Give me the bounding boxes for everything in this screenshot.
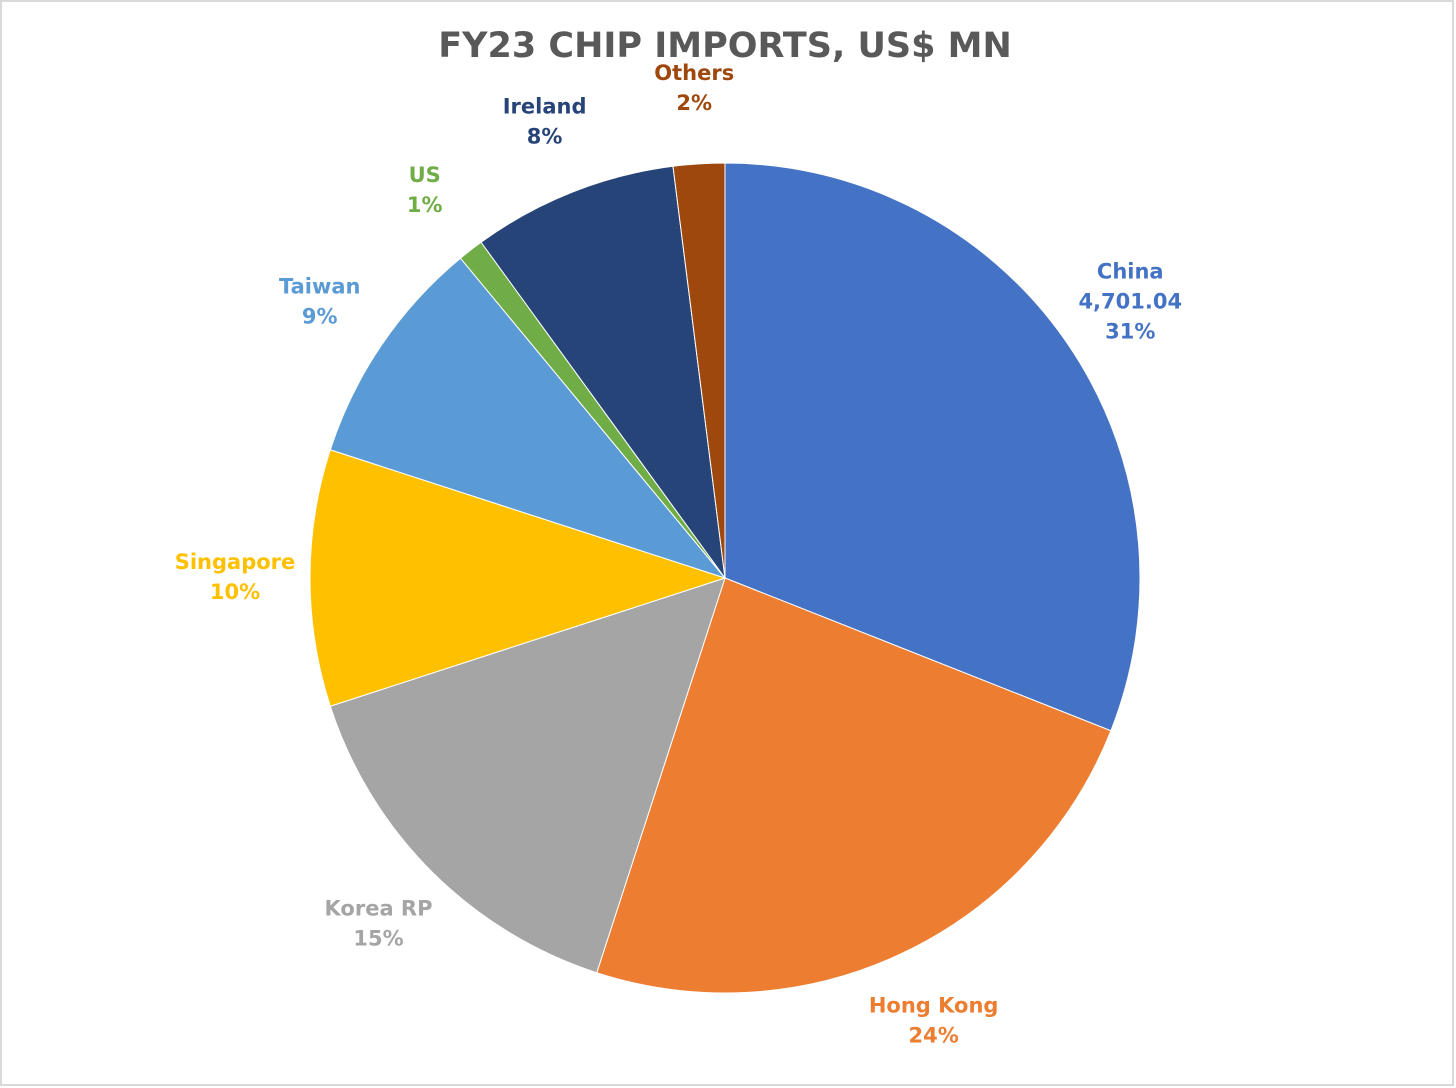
slice-label-percent: 31% bbox=[1105, 320, 1155, 344]
slice-label-percent: 9% bbox=[302, 305, 338, 329]
slice-label-percent: 15% bbox=[353, 926, 403, 950]
pie-slice bbox=[329, 577, 726, 974]
slice-label-percent: 2% bbox=[676, 91, 712, 115]
pie-slice bbox=[672, 162, 726, 579]
slice-label-name: China bbox=[1097, 260, 1164, 284]
pie-slice bbox=[596, 577, 1112, 994]
pie-slice bbox=[329, 257, 727, 580]
slice-label-name: Others bbox=[654, 61, 734, 85]
slice-label-name: Ireland bbox=[503, 94, 587, 118]
slice-label-name: Hong Kong bbox=[869, 993, 999, 1017]
slice-label-name: US bbox=[409, 163, 441, 187]
slice-label-percent: 10% bbox=[210, 580, 260, 604]
slice-label-name: Korea RP bbox=[325, 896, 433, 920]
slice-label-percent: 8% bbox=[527, 124, 563, 148]
pie-slice bbox=[480, 165, 726, 579]
slice-label-percent: 1% bbox=[407, 193, 443, 217]
slice-label-name: Singapore bbox=[175, 550, 296, 574]
slice-label-amount: 4,701.04 bbox=[1078, 290, 1182, 314]
pie-slice bbox=[724, 162, 1141, 732]
slice-label-name: Taiwan bbox=[279, 275, 361, 299]
chart-title: FY23 CHIP IMPORTS, US$ MN bbox=[438, 26, 1011, 66]
pie-slice bbox=[309, 449, 727, 707]
slice-label-percent: 24% bbox=[908, 1023, 958, 1047]
